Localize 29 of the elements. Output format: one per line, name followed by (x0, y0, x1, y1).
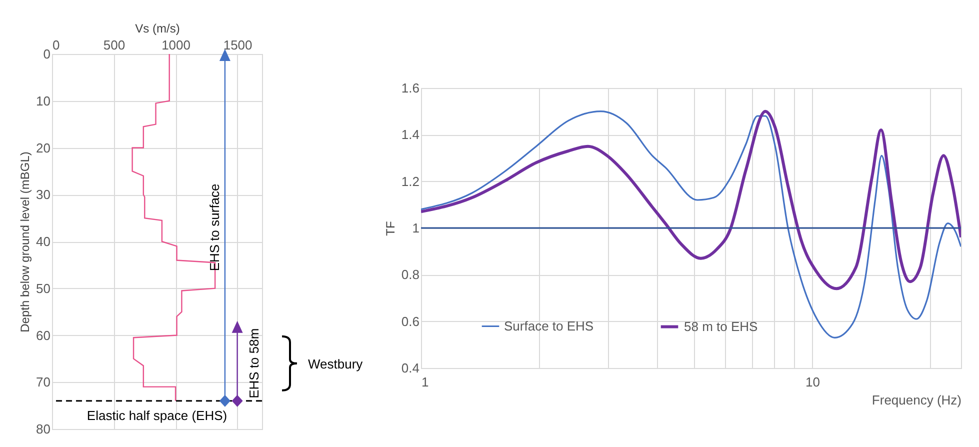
y-axis-title: TF (383, 221, 398, 236)
x-axis-title: Vs (m/s) (135, 22, 180, 36)
text: EHS to surface (206, 184, 222, 272)
y-tick-label: 0.4 (401, 360, 420, 376)
y-tick-label: 1.2 (401, 174, 420, 189)
y-axis-title: Depth below ground level (mBGL) (18, 152, 32, 332)
y-tick-label: 70 (36, 374, 50, 390)
y-tick-label: 80 (36, 422, 50, 436)
y-tick-label: 1.4 (401, 127, 420, 142)
y-tick-label: 1.6 (401, 80, 420, 96)
y-tick-label: 0.6 (401, 314, 420, 329)
y-tick-label: 60 (36, 328, 50, 343)
y-tick-label: 0.8 (401, 267, 420, 282)
text: EHS to 58m (246, 328, 262, 398)
x-tick-label: 1000 (162, 38, 190, 52)
legend-label: Surface to EHS (504, 318, 594, 334)
x-axis-title: Frequency (Hz) (872, 392, 962, 408)
ref-line-label: Elastic half space (EHS) (86, 408, 228, 423)
y-tick-label: 1 (412, 220, 420, 236)
x-tick-label: 1500 (223, 38, 252, 52)
y-tick-label: 10 (36, 93, 50, 108)
y-tick-label: 40 (36, 234, 50, 249)
y-tick-label: 50 (36, 280, 50, 296)
y-tick-label: 30 (36, 187, 50, 202)
x-tick-label: 500 (103, 38, 126, 52)
legend-label: 58 m to EHS (684, 318, 758, 334)
text: Westbury (308, 356, 364, 372)
y-tick-label: 20 (36, 140, 50, 156)
x-tick-label: 0 (52, 38, 60, 52)
